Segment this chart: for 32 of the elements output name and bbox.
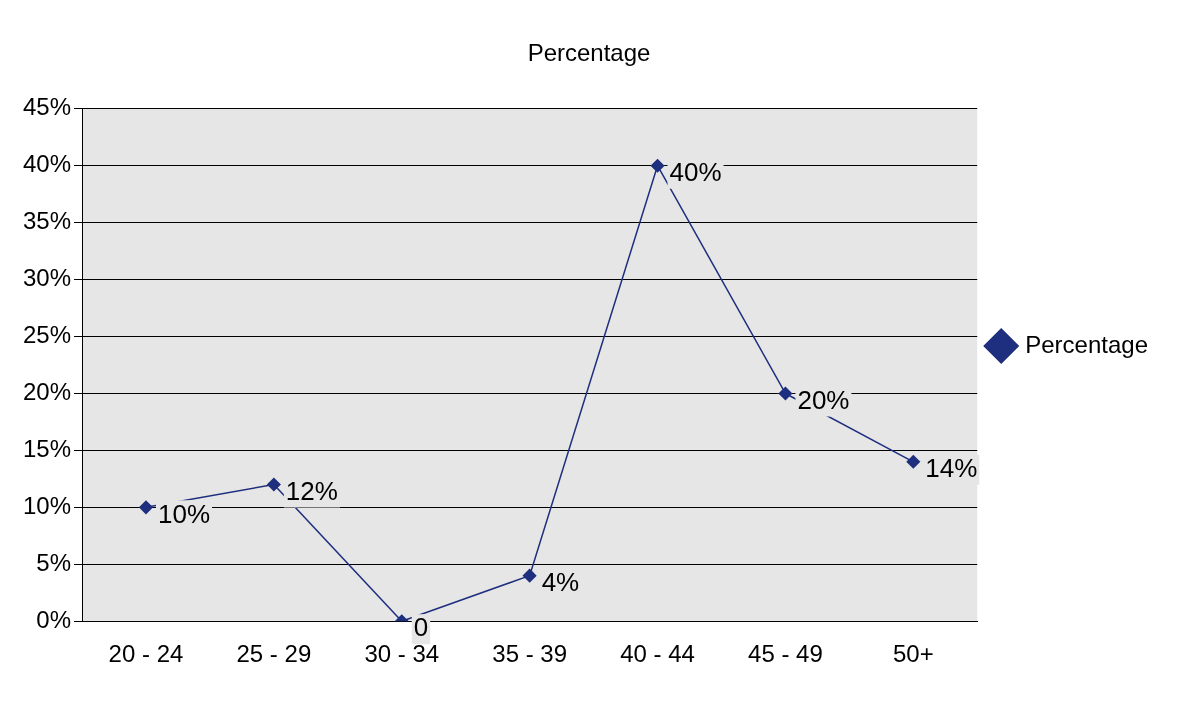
y-tick-label: 10% xyxy=(22,491,72,519)
point xyxy=(906,455,921,469)
x-tick-label: 30 - 34 xyxy=(364,640,440,668)
y-tick-label: 45% xyxy=(22,93,72,121)
x-tick-label: 50+ xyxy=(892,640,934,668)
data-label: 12% xyxy=(285,475,338,506)
y-tick-label: 35% xyxy=(22,207,72,235)
y-tick-label: 40% xyxy=(22,150,72,178)
data-label: 10% xyxy=(157,498,211,529)
y-tick-label: 30% xyxy=(22,264,72,292)
data-label: 4% xyxy=(541,566,580,597)
point xyxy=(139,500,153,515)
x-tick-label: 40 - 44 xyxy=(620,640,695,668)
x-tick-label: 45 - 49 xyxy=(748,640,823,668)
point xyxy=(650,158,665,173)
data-label: 0 xyxy=(413,612,429,643)
point xyxy=(778,386,793,401)
point xyxy=(267,477,281,492)
point xyxy=(522,568,537,583)
y-tick-label: 5% xyxy=(36,548,72,576)
y-tick-label: 0% xyxy=(36,605,72,633)
data-label: 14% xyxy=(925,452,978,483)
data-label: 20% xyxy=(797,384,850,415)
data-label: 40% xyxy=(669,156,722,187)
chart-title: Percentage xyxy=(527,39,651,67)
x-tick-label: 20 - 24 xyxy=(108,640,184,668)
y-tick-label: 25% xyxy=(22,321,72,349)
y-tick-label: 20% xyxy=(22,378,72,406)
x-tick-label: 35 - 39 xyxy=(492,640,567,668)
legend-label: Percentage xyxy=(1025,330,1149,358)
y-tick-label: 15% xyxy=(22,435,72,463)
x-tick-label: 25 - 29 xyxy=(236,640,312,668)
